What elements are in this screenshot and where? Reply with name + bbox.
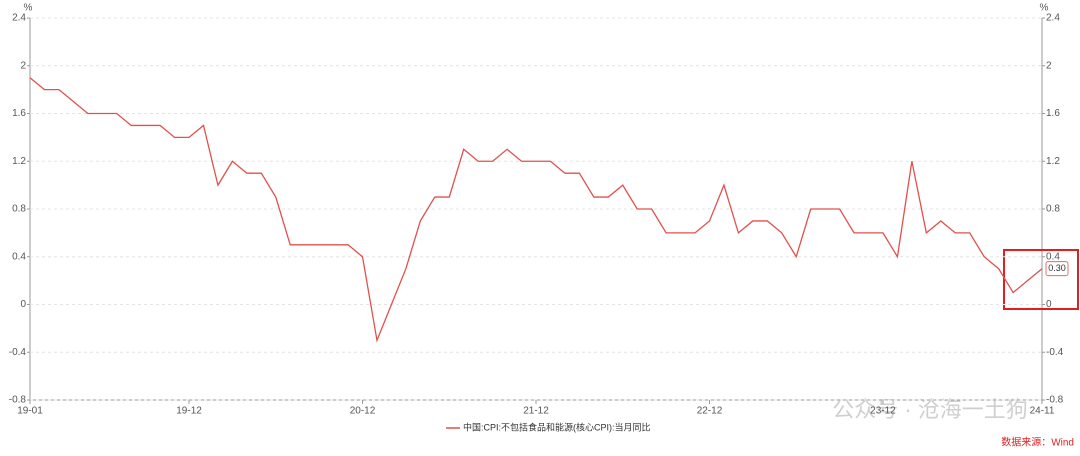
- y-tick-label: 1.6: [12, 108, 26, 119]
- y2-tick-label: 1.6: [1046, 108, 1060, 119]
- y-tick-label: 0: [20, 299, 26, 310]
- y-tick-label: 0.4: [12, 251, 26, 262]
- y-tick-label: 2: [20, 60, 26, 71]
- x-tick-label: 22-12: [697, 406, 723, 417]
- value-label: 0.30: [1048, 263, 1066, 273]
- watermark: 公众号 · 沧海一土狗: [832, 397, 1028, 422]
- legend-label: 中国:CPI:不包括食品和能源(核心CPI):当月同比: [463, 421, 651, 432]
- source: 数据来源：Wind: [1001, 436, 1074, 449]
- y2-unit: %: [1040, 3, 1049, 14]
- x-tick-label: 21-12: [523, 406, 549, 417]
- y2-tick-label: 0.8: [1046, 204, 1060, 215]
- y2-tick-label: 2.4: [1046, 13, 1060, 24]
- y2-tick-label: 0: [1046, 299, 1052, 310]
- y2-tick-label: 1.2: [1046, 156, 1060, 167]
- series-line: [29, 77, 1043, 343]
- highlight-box: [1003, 249, 1079, 310]
- y-tick-label: -0.4: [9, 347, 27, 358]
- x-tick-label: 19-12: [176, 406, 202, 417]
- x-tick-label: 23-12: [870, 406, 896, 417]
- y-unit: %: [24, 3, 33, 14]
- y2-tick-label: -0.4: [1046, 347, 1064, 358]
- y-tick-label: 1.2: [12, 156, 26, 167]
- value-label-box: [1045, 261, 1069, 277]
- y-tick-label: 2.4: [12, 13, 26, 24]
- x-tick-label: 24-11: [1030, 406, 1055, 417]
- y-tick-label: 0.8: [12, 204, 26, 215]
- x-tick-label: 20-12: [350, 406, 376, 417]
- x-tick-label: 19-01: [17, 406, 43, 417]
- y-tick-label: -0.8: [9, 395, 27, 406]
- y2-tick-label: 0.4: [1046, 251, 1060, 262]
- y2-tick-label: -0.8: [1046, 395, 1064, 406]
- y2-tick-label: 2: [1046, 60, 1052, 71]
